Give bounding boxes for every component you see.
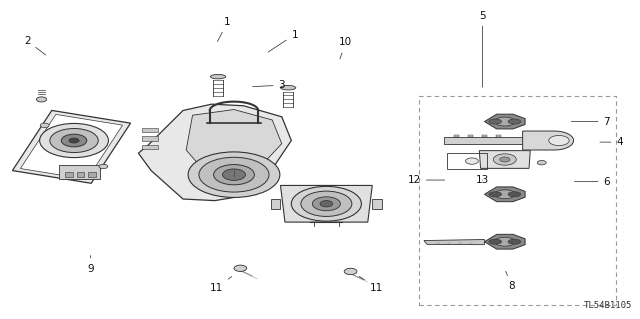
Ellipse shape — [495, 117, 515, 126]
Polygon shape — [523, 131, 573, 150]
Text: 11: 11 — [359, 277, 383, 293]
Polygon shape — [482, 136, 487, 137]
Polygon shape — [454, 136, 459, 137]
Ellipse shape — [280, 85, 296, 90]
Ellipse shape — [99, 164, 108, 169]
Ellipse shape — [188, 152, 280, 197]
Text: 6: 6 — [575, 177, 610, 187]
Polygon shape — [479, 151, 531, 168]
Text: 12: 12 — [408, 175, 445, 185]
Bar — [419, 96, 616, 305]
Ellipse shape — [538, 160, 546, 165]
Text: 1: 1 — [268, 30, 298, 52]
Polygon shape — [141, 137, 157, 141]
Ellipse shape — [223, 169, 246, 180]
Bar — [65, 173, 73, 177]
Ellipse shape — [495, 237, 515, 246]
Ellipse shape — [493, 154, 516, 165]
Ellipse shape — [495, 190, 515, 199]
Ellipse shape — [489, 192, 502, 197]
Bar — [447, 153, 487, 169]
Ellipse shape — [548, 136, 569, 145]
Text: 5: 5 — [479, 11, 486, 87]
Polygon shape — [271, 199, 280, 209]
Polygon shape — [141, 128, 157, 132]
Ellipse shape — [508, 239, 521, 244]
Text: 1: 1 — [218, 17, 231, 41]
Text: 3: 3 — [253, 80, 285, 90]
Polygon shape — [496, 136, 501, 137]
Ellipse shape — [199, 157, 269, 192]
Polygon shape — [280, 185, 372, 222]
Ellipse shape — [508, 119, 521, 124]
Ellipse shape — [344, 268, 357, 275]
Polygon shape — [468, 136, 473, 137]
Text: 7: 7 — [572, 116, 610, 127]
Text: TL54B1105: TL54B1105 — [584, 301, 632, 310]
Ellipse shape — [40, 123, 49, 128]
Ellipse shape — [69, 138, 79, 143]
Ellipse shape — [211, 74, 226, 79]
Ellipse shape — [312, 197, 340, 211]
Ellipse shape — [301, 191, 352, 216]
Bar — [59, 165, 100, 179]
Text: 2: 2 — [24, 36, 45, 55]
Ellipse shape — [489, 119, 502, 124]
Ellipse shape — [50, 129, 99, 152]
Polygon shape — [484, 114, 525, 129]
Ellipse shape — [489, 239, 502, 244]
Polygon shape — [484, 234, 525, 249]
Ellipse shape — [500, 157, 510, 162]
Ellipse shape — [214, 165, 254, 185]
Ellipse shape — [40, 123, 108, 158]
Text: 9: 9 — [87, 256, 94, 274]
Ellipse shape — [291, 186, 362, 221]
Polygon shape — [444, 137, 524, 144]
Ellipse shape — [61, 134, 87, 147]
Ellipse shape — [320, 201, 333, 207]
Ellipse shape — [465, 158, 478, 164]
Ellipse shape — [36, 97, 47, 102]
Bar — [77, 173, 84, 177]
Polygon shape — [12, 110, 131, 183]
Text: 4: 4 — [600, 137, 623, 147]
Polygon shape — [186, 109, 282, 177]
Polygon shape — [20, 115, 122, 179]
Polygon shape — [138, 104, 291, 201]
Polygon shape — [484, 187, 525, 202]
Polygon shape — [141, 145, 157, 149]
Bar — [88, 173, 96, 177]
Text: 10: 10 — [339, 38, 352, 59]
Text: 8: 8 — [506, 271, 515, 291]
Ellipse shape — [234, 265, 246, 271]
Polygon shape — [372, 199, 382, 209]
Ellipse shape — [508, 192, 521, 197]
Text: 13: 13 — [476, 175, 490, 185]
Polygon shape — [424, 240, 484, 245]
Text: 11: 11 — [210, 277, 232, 293]
